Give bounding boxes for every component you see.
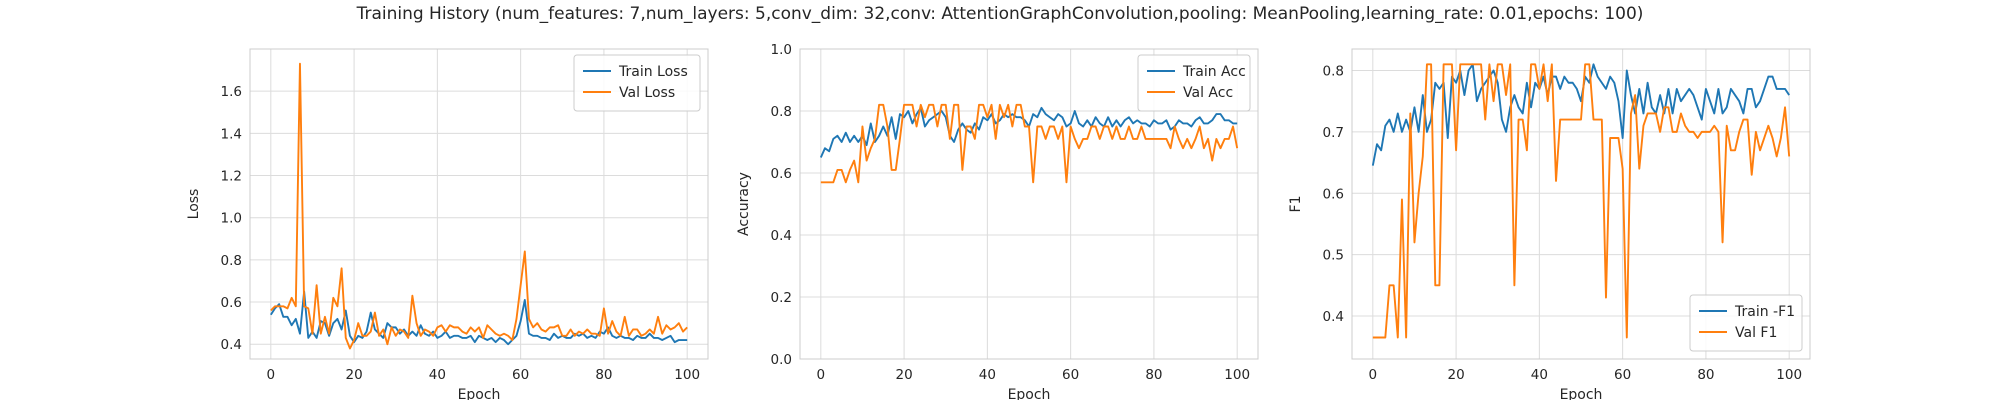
accuracy-ytick-label: 0.0 xyxy=(771,352,792,368)
f1-xtick-label: 0 xyxy=(1369,367,1378,383)
loss-xtick-label: 40 xyxy=(429,367,446,383)
f1-xtick-label: 80 xyxy=(1697,367,1714,383)
accuracy-xtick-label: 0 xyxy=(817,367,826,383)
loss-legend-label: Val Loss xyxy=(619,85,675,101)
f1-ytick-label: 0.8 xyxy=(1323,63,1344,79)
f1-series-line-2 xyxy=(1372,63,1791,339)
accuracy-legend-box xyxy=(1137,54,1251,112)
accuracy-xlabel: Epoch xyxy=(1008,387,1051,400)
f1-ytick-label: 0.5 xyxy=(1323,248,1344,264)
f1-xtick-label: 40 xyxy=(1531,367,1548,383)
accuracy-ytick-label: 0.8 xyxy=(771,104,792,120)
f1-ytick-label: 0.4 xyxy=(1323,309,1344,325)
loss-xtick-label: 100 xyxy=(674,367,700,383)
loss-legend-label: Train Loss xyxy=(618,64,688,80)
loss-ytick-label: 0.4 xyxy=(221,337,242,353)
loss-xtick-label: 0 xyxy=(267,367,276,383)
loss-series-line-1 xyxy=(270,290,688,346)
f1-xtick-label: 20 xyxy=(1447,367,1464,383)
accuracy-ytick-label: 0.2 xyxy=(771,290,792,306)
loss-panel: 0 20 40 60 80 100 0.4 0.6 0.8 1.0 1.2 1.4 1.6 Epoch Lo… xyxy=(186,48,709,400)
accuracy-ytick-label: 0.6 xyxy=(771,166,792,182)
f1-panel: 0 20 40 60 80 100 0.4 0.5 0.6 0.7 0.8 Epoch F1 Train … xyxy=(1288,48,1811,400)
f1-legend-box xyxy=(1689,294,1803,352)
accuracy-xtick-label: 100 xyxy=(1224,367,1250,383)
loss-frame xyxy=(249,48,709,360)
f1-xlabel: Epoch xyxy=(1560,387,1603,400)
f1-series-line-1 xyxy=(1371,63,1790,166)
accuracy-legend-label: Val Acc xyxy=(1183,85,1233,101)
loss-ylabel: Loss xyxy=(186,189,202,220)
f1-legend: Train -F1 Val F1 xyxy=(1689,294,1803,352)
loss-series-line-2 xyxy=(270,62,688,350)
accuracy-xtick-label: 80 xyxy=(1145,367,1162,383)
accuracy-series-line-2 xyxy=(820,103,1239,184)
f1-frame xyxy=(1351,48,1811,360)
loss-ytick-label: 1.6 xyxy=(221,84,242,100)
accuracy-ytick-label: 1.0 xyxy=(771,42,792,58)
loss-ytick-label: 0.6 xyxy=(221,295,242,311)
accuracy-ytick-label: 0.4 xyxy=(771,228,792,244)
f1-ytick-label: 0.6 xyxy=(1323,186,1344,202)
figure-title: Training History (num_features: 7,num_la… xyxy=(356,4,1644,24)
accuracy-legend: Train Acc Val Acc xyxy=(1137,54,1251,112)
loss-xtick-label: 80 xyxy=(595,367,612,383)
f1-xtick-label: 100 xyxy=(1776,367,1802,383)
accuracy-xtick-label: 40 xyxy=(979,367,996,383)
accuracy-frame xyxy=(799,48,1259,360)
loss-xlabel: Epoch xyxy=(458,387,501,400)
loss-ytick-label: 1.4 xyxy=(221,126,242,142)
accuracy-ylabel: Accuracy xyxy=(736,172,752,236)
loss-ytick-label: 0.8 xyxy=(221,253,242,269)
loss-legend: Train Loss Val Loss xyxy=(573,54,701,112)
accuracy-legend-label: Train Acc xyxy=(1182,64,1246,80)
f1-ylabel: F1 xyxy=(1288,196,1304,213)
accuracy-xtick-label: 60 xyxy=(1062,367,1079,383)
loss-xtick-label: 60 xyxy=(512,367,529,383)
loss-xtick-label: 20 xyxy=(345,367,362,383)
f1-legend-label: Train -F1 xyxy=(1734,304,1795,320)
accuracy-xtick-label: 20 xyxy=(895,367,912,383)
f1-xtick-label: 60 xyxy=(1614,367,1631,383)
loss-ytick-label: 1.2 xyxy=(221,169,242,185)
accuracy-panel: 0 20 40 60 80 100 0.0 0.2 0.4 0.6 0.8 1.0 Epoch Accur… xyxy=(736,42,1259,400)
f1-ytick-label: 0.7 xyxy=(1323,125,1344,141)
loss-ytick-label: 1.0 xyxy=(221,211,242,227)
loss-legend-box xyxy=(573,54,701,112)
f1-legend-label: Val F1 xyxy=(1735,325,1777,341)
